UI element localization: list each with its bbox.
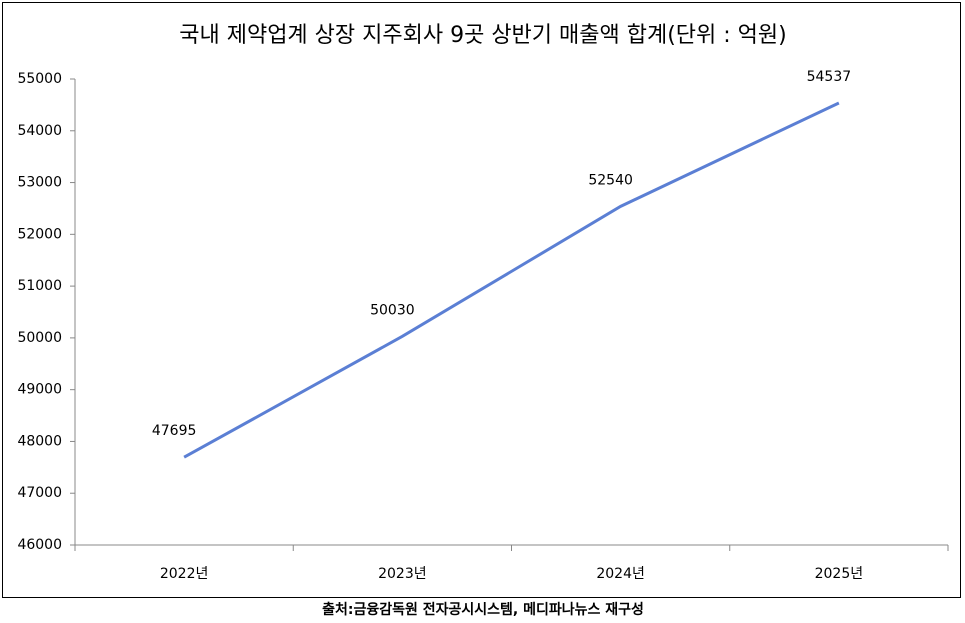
y-tick-label: 51000 [17, 278, 62, 294]
chart-border [2, 2, 961, 598]
y-tick-label: 47000 [17, 485, 62, 501]
chart-title: 국내 제약업계 상장 지주회사 9곳 상반기 매출액 합계(단위 : 억원) [179, 23, 787, 48]
data-label: 52540 [588, 172, 633, 188]
y-tick-label: 50000 [17, 330, 62, 346]
x-tick-label: 2024년 [596, 566, 645, 582]
x-tick-label: 2025년 [815, 566, 864, 582]
y-tick-label: 55000 [17, 71, 62, 87]
x-tick-label: 2023년 [378, 566, 427, 582]
y-tick-label: 49000 [17, 382, 62, 398]
data-label: 54537 [807, 69, 852, 85]
data-label: 50030 [370, 302, 415, 318]
y-tick-label: 54000 [17, 123, 62, 139]
data-label: 47695 [152, 423, 197, 439]
x-tick-label: 2022년 [160, 566, 209, 582]
y-tick-label: 53000 [17, 175, 62, 191]
y-tick-label: 52000 [17, 226, 62, 242]
y-tick-label: 48000 [17, 433, 62, 449]
data-line [183, 101, 840, 459]
y-tick-label: 46000 [17, 537, 62, 553]
source-note: 출처:금융감독원 전자공시시스템, 메디파나뉴스 재구성 [322, 601, 644, 618]
